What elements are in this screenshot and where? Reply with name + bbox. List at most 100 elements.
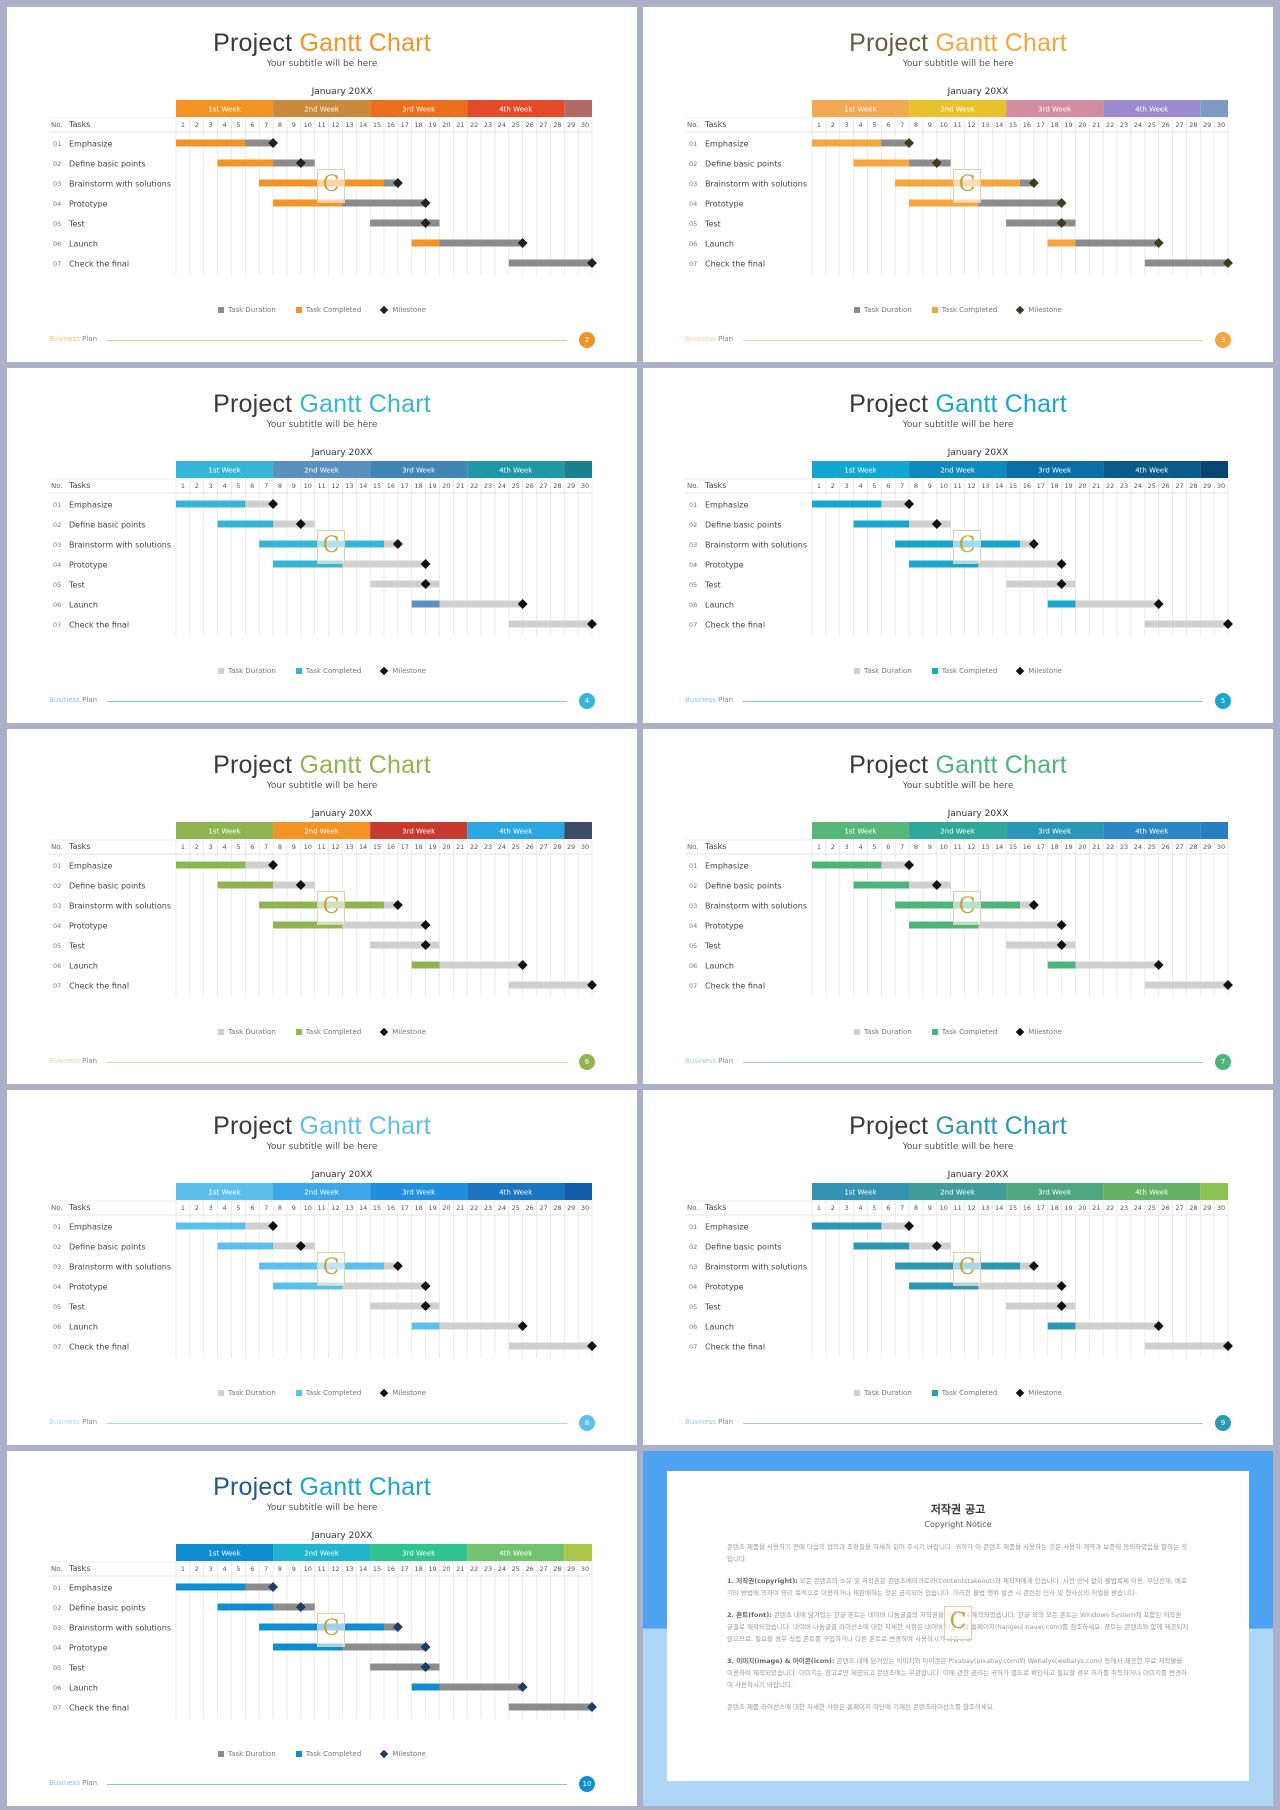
footer-brand-a: Business	[685, 1057, 716, 1065]
week-label: 3rd Week	[402, 1189, 436, 1197]
day-label: 17	[401, 482, 409, 490]
day-label: 4	[858, 843, 862, 851]
footer-brand-a: Business	[49, 1418, 80, 1426]
day-label: 17	[401, 1565, 409, 1573]
day-label: 29	[1203, 121, 1211, 129]
day-label: 5	[236, 843, 240, 851]
day-label: 7	[900, 121, 904, 129]
milestone-marker	[1028, 539, 1039, 549]
day-label: 18	[415, 843, 423, 851]
day-label: 14	[995, 843, 1003, 851]
slide-footer: Business Plan 4	[49, 693, 595, 709]
task-name: Launch	[705, 240, 734, 249]
copyright-title: 저작권 공고	[930, 1503, 986, 1516]
day-label: 9	[928, 121, 932, 129]
day-label: 22	[470, 843, 478, 851]
legend-completed-label: Task Completed	[305, 667, 362, 675]
task-duration-bar	[411, 600, 523, 608]
week-label: 1st Week	[844, 1189, 877, 1197]
milestone-marker	[268, 138, 279, 148]
day-label: 29	[567, 1565, 575, 1573]
task-duration-bar	[411, 1683, 523, 1691]
day-label: 19	[428, 121, 436, 129]
day-label: 26	[525, 121, 533, 129]
day-label: 14	[359, 1565, 367, 1573]
day-label: 8	[914, 121, 918, 129]
legend-completed: Task Completed	[295, 306, 361, 314]
task-name: Prototype	[69, 922, 108, 931]
task-number: 06	[689, 601, 697, 609]
day-label: 23	[1120, 843, 1128, 851]
gantt-slide: Project Gantt Chart Your subtitle will be…	[643, 1090, 1273, 1445]
week-label: 2nd Week	[940, 828, 976, 836]
task-name: Launch	[705, 601, 734, 610]
slide-title: Project Gantt Chart	[643, 390, 1273, 419]
day-label: 23	[484, 121, 492, 129]
day-label: 27	[1175, 121, 1183, 129]
milestone-marker	[587, 619, 597, 629]
week-header-cell	[564, 1183, 592, 1200]
slide-footer: Business Plan 7	[685, 1054, 1231, 1070]
milestone-marker	[904, 138, 915, 148]
legend-completed-swatch	[295, 307, 302, 313]
slide-subtitle: Your subtitle will be here	[902, 59, 1014, 69]
task-name: Check the final	[705, 621, 765, 630]
legend-completed-label: Task Completed	[941, 306, 998, 314]
day-label: 4	[858, 121, 862, 129]
legend-milestone: Milestone	[380, 1749, 426, 1759]
day-label: 8	[278, 1204, 282, 1212]
watermark-logo: C	[953, 891, 981, 925]
task-duration-bar	[1006, 941, 1076, 949]
gantt-chart: 1st Week 2nd Week 3rd Week 4th Week No. Tasks…	[685, 100, 1233, 275]
day-label: 17	[1037, 1204, 1045, 1212]
week-header-cell	[273, 100, 371, 117]
footer-brand-b: Plan	[718, 696, 734, 704]
task-completed-bar	[1047, 239, 1076, 247]
watermark-logo: C	[317, 530, 345, 564]
task-name: Brainstorm with solutions	[69, 902, 171, 911]
day-label: 22	[1106, 482, 1114, 490]
legend-duration: Task Duration	[854, 1028, 912, 1036]
legend-duration-label: Task Duration	[228, 306, 276, 314]
week-header-cell	[1200, 822, 1228, 839]
day-label: 20	[442, 482, 450, 490]
day-label: 10	[304, 1204, 312, 1212]
day-label: 9	[292, 482, 296, 490]
day-label: 24	[1134, 121, 1142, 129]
week-header-cell	[812, 822, 910, 839]
day-label: 17	[401, 121, 409, 129]
milestone-marker	[420, 1662, 431, 1672]
day-label: 14	[995, 121, 1003, 129]
task-duration-bar	[411, 961, 523, 969]
task-name: Check the final	[705, 260, 765, 269]
week-header-cell	[1200, 100, 1228, 117]
day-label: 9	[928, 843, 932, 851]
day-label: 20	[1078, 1204, 1086, 1212]
day-label: 28	[553, 482, 561, 490]
day-label: 8	[914, 1204, 918, 1212]
legend-completed-label: Task Completed	[305, 1750, 362, 1758]
day-label: 19	[1064, 482, 1072, 490]
tasks-column-header: Tasks	[704, 842, 726, 851]
no-column-header: No.	[51, 1204, 63, 1212]
legend-milestone: Milestone	[380, 1027, 426, 1037]
gantt-slide: Project Gantt Chart Your subtitle will be…	[643, 368, 1273, 723]
tasks-column-header: Tasks	[68, 842, 90, 851]
task-number: 02	[53, 160, 61, 168]
day-label: 18	[415, 482, 423, 490]
milestone-marker	[931, 880, 942, 890]
day-label: 15	[373, 1565, 381, 1573]
day-label: 21	[456, 843, 464, 851]
task-completed-bar	[217, 1603, 274, 1611]
week-label: 4th Week	[1135, 106, 1169, 114]
footer-brand: Business Plan	[685, 696, 733, 704]
legend-completed-swatch	[295, 668, 302, 674]
day-label: 26	[525, 843, 533, 851]
task-completed-bar	[853, 1242, 910, 1250]
milestone-marker	[1028, 1261, 1039, 1271]
day-label: 6	[250, 1204, 254, 1212]
milestone-marker	[587, 1341, 597, 1351]
task-name: Test	[704, 581, 721, 590]
task-number: 04	[53, 561, 61, 569]
footer-brand-a: Business	[49, 1057, 80, 1065]
